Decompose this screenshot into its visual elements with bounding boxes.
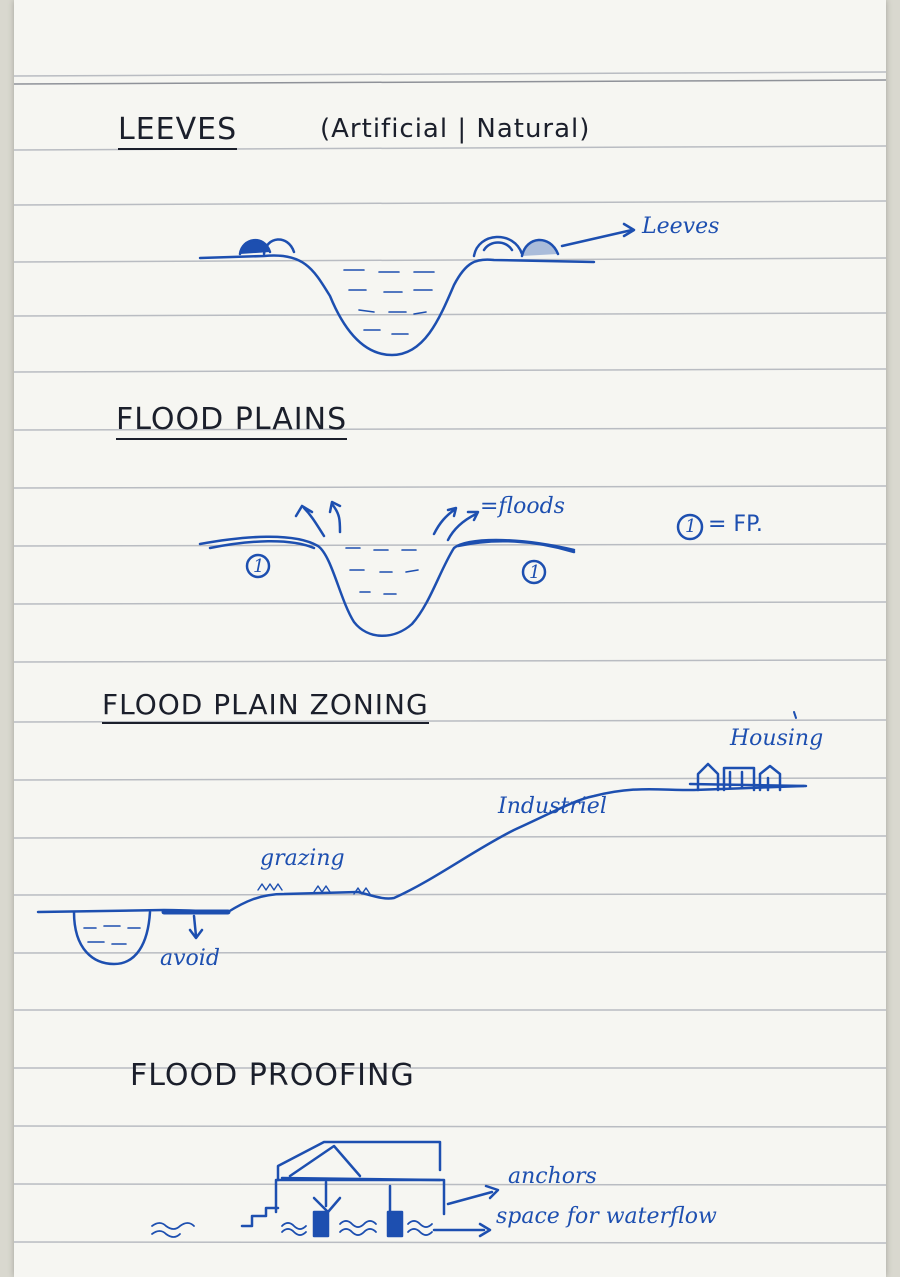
flood-proofing-title: FLOOD PROOFING [130, 1058, 415, 1093]
legend-value: = FP. [708, 512, 763, 537]
industrial-label: Industriel [498, 794, 607, 819]
floods-label: =floods [480, 494, 565, 519]
leeves-arrow-label: Leeves [642, 214, 720, 239]
zoning-diagram [36, 711, 808, 966]
grazing-label: grazing [260, 846, 345, 871]
levee-diagram [198, 222, 636, 357]
flood-plains-title: FLOOD PLAINS [116, 402, 348, 440]
zoning-title: FLOOD PLAIN ZONING [102, 688, 429, 724]
anchors-label: anchors [508, 1164, 597, 1189]
flood-proofing-diagram [151, 1140, 500, 1238]
waterflow-label: space for waterflow [496, 1204, 717, 1229]
notebook-page: LEEVES (Artificial | Natural) Leeves FLO… [14, 0, 886, 1277]
leeves-title: LEEVES [118, 112, 238, 150]
marker-left: 1 [253, 556, 265, 577]
housing-label: Housing [730, 726, 824, 751]
legend-marker: 1 [685, 516, 697, 537]
flood-plain-diagram [198, 500, 704, 637]
marker-right: 1 [529, 562, 541, 583]
avoid-label: avoid [160, 946, 220, 971]
leeves-subtitle: (Artificial | Natural) [320, 114, 591, 144]
ruled-lines [14, 71, 886, 1244]
sketches [36, 222, 808, 1238]
